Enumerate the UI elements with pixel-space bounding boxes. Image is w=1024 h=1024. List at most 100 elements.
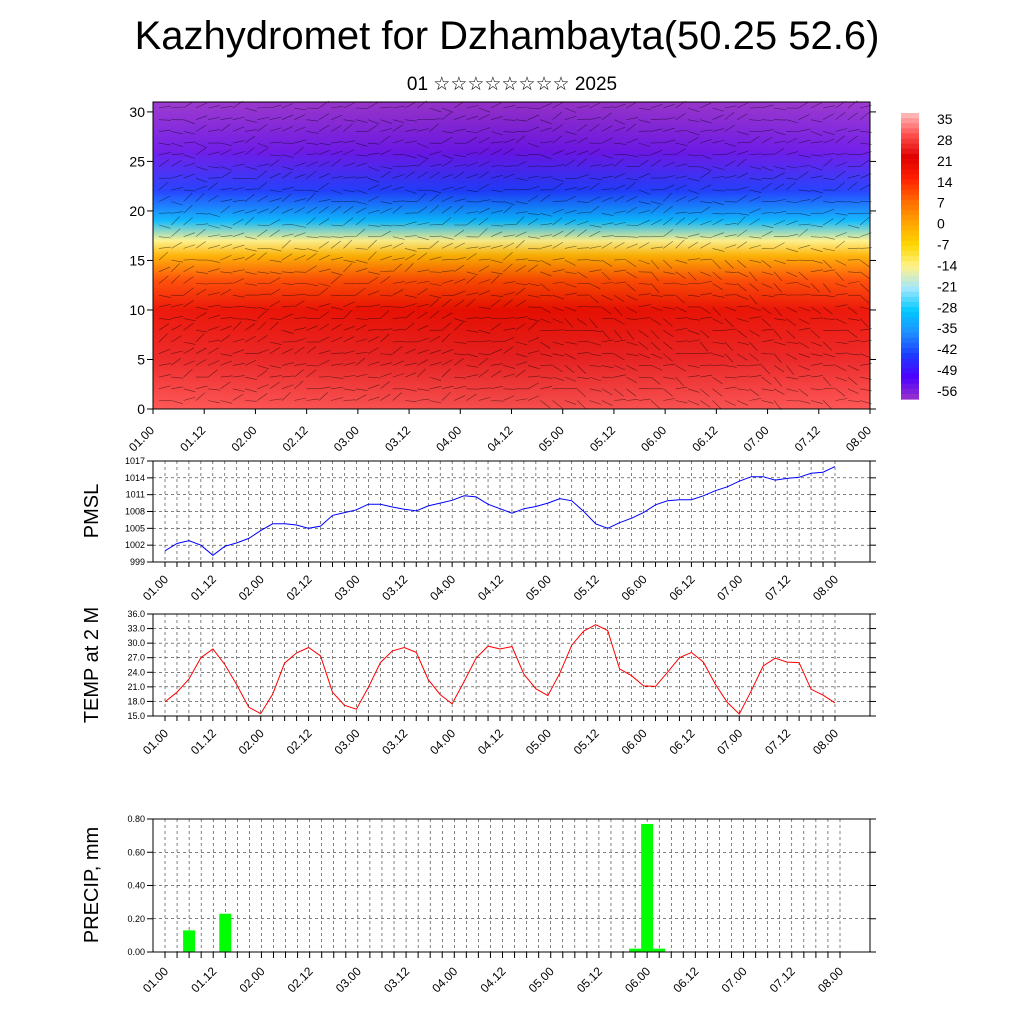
colorbar-cell (901, 220, 919, 226)
wind-barb (454, 229, 465, 237)
wind-barb (503, 242, 515, 249)
x-tick-label: 07.00 (719, 964, 750, 995)
wind-barb (786, 201, 799, 204)
wind-barb (650, 318, 662, 326)
series-line (164, 466, 836, 556)
wind-barb (380, 255, 392, 261)
wind-barb (404, 322, 415, 331)
section-shade (153, 102, 870, 409)
wind-barb (503, 299, 513, 308)
wind-barb (232, 187, 245, 191)
wind-barb (515, 119, 528, 122)
wind-barb (232, 269, 245, 273)
wind-barb (269, 277, 281, 284)
wind-barb (515, 361, 528, 366)
x-tick-label: 02.00 (236, 572, 267, 603)
wind-barb (663, 306, 676, 310)
wind-barb (208, 195, 219, 202)
wind-barb (798, 271, 808, 281)
wind-barb (601, 259, 613, 267)
wind-barb (761, 182, 772, 191)
wind-barb (195, 115, 208, 120)
wind-barb (749, 153, 762, 156)
wind-barb (786, 177, 799, 180)
wind-barb (355, 287, 366, 296)
x-tick-label: 02.12 (284, 572, 315, 603)
wind-barb (601, 388, 613, 396)
wind-barb (663, 318, 673, 327)
wind-barb (355, 217, 366, 226)
wind-barb (281, 283, 294, 285)
y-tick-label: 0.00 (127, 947, 145, 957)
wind-barb (564, 150, 577, 156)
wind-barb (736, 194, 748, 202)
wind-barb (269, 321, 279, 331)
wind-barb (478, 306, 491, 310)
wind-barb (675, 294, 685, 304)
wind-barb (355, 338, 368, 343)
wind-barb (650, 219, 662, 226)
wind-barb (441, 107, 454, 113)
y-tick-label: 15 (129, 252, 145, 268)
precip-bars (183, 823, 666, 952)
wind-barb (306, 189, 319, 192)
wind-barb (675, 239, 685, 249)
colorbar-cell (901, 393, 919, 400)
temp-grid (153, 613, 870, 717)
x-tick-label: 07.12 (767, 964, 798, 995)
wind-barb (392, 392, 402, 401)
wind-barb (367, 251, 377, 261)
wind-barb (257, 170, 267, 179)
wind-barb (404, 348, 417, 354)
colorbar-label: 0 (937, 216, 945, 232)
wind-barb (540, 400, 551, 408)
wind-barb (761, 283, 773, 289)
wind-barb (158, 363, 171, 366)
wind-barb (441, 270, 454, 273)
x-tick-label: 01.12 (188, 572, 219, 603)
wind-barb (564, 139, 577, 144)
wind-barb (503, 138, 515, 144)
wind-barb (343, 176, 356, 179)
wind-barb (687, 400, 700, 406)
wind-barb (183, 347, 195, 354)
x-tick-label: 05.12 (574, 964, 605, 995)
wind-barb (700, 400, 711, 408)
wind-barb (466, 253, 477, 261)
wind-barb (601, 137, 613, 144)
wind-barb (478, 161, 490, 167)
wind-barb (404, 362, 417, 366)
wind-barb (626, 196, 638, 202)
wind-barb (380, 201, 393, 204)
wind-barb (650, 376, 661, 385)
temp-axes: 36.033.030.027.024.021.018.015.001.00 01.… (127, 609, 876, 757)
wind-barb (503, 223, 516, 226)
wind-barb (331, 150, 343, 156)
wind-barb (208, 259, 221, 263)
wind-barb (663, 192, 672, 202)
wind-barb (712, 376, 723, 385)
colorbar-cell (901, 281, 919, 288)
wind-barb (331, 386, 344, 390)
wind-barb (208, 213, 220, 218)
wind-barb (195, 223, 208, 226)
wind-barb (343, 350, 356, 354)
wind-barb (331, 306, 343, 311)
wind-barb (355, 324, 367, 331)
wind-barb (232, 294, 245, 298)
wind-barb (810, 400, 823, 404)
wind-barb (441, 368, 451, 378)
wind-barb (700, 102, 712, 109)
colorbar-cell (901, 307, 919, 313)
x-tick-label: 07.00 (714, 726, 745, 757)
wind-barb (478, 199, 491, 202)
wind-barb (527, 218, 539, 226)
wind-barb (724, 105, 737, 109)
wind-barb (429, 335, 441, 343)
wind-barb (798, 189, 811, 192)
wind-barb (355, 259, 368, 264)
wind-barb (614, 399, 627, 401)
wind-barb (503, 373, 516, 378)
wind-barb (183, 141, 196, 144)
